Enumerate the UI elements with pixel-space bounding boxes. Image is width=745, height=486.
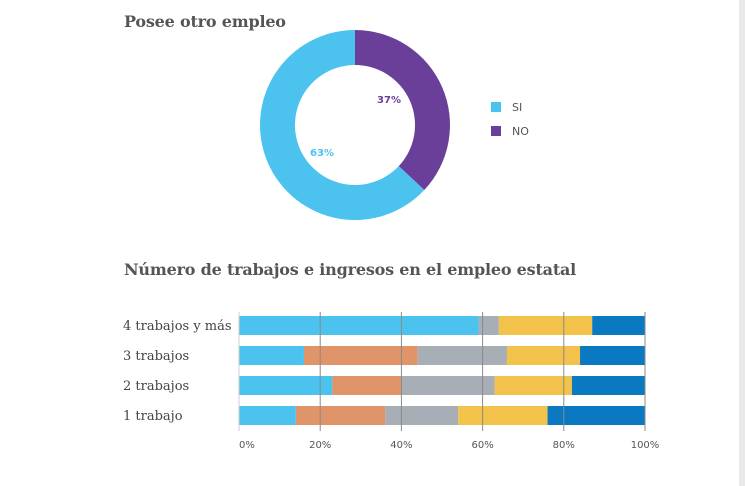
- bar-segment: [332, 376, 402, 395]
- scrollbar-edge: [739, 0, 745, 486]
- x-tick-label: 100%: [631, 440, 660, 451]
- x-tick-label: 20%: [309, 440, 331, 451]
- bar-segment: [401, 376, 495, 395]
- legend-swatch-si: [491, 102, 501, 112]
- bar-segment: [547, 406, 645, 425]
- bar-segment: [478, 316, 499, 335]
- bar-segment: [239, 316, 479, 335]
- donut-slice-si: [260, 30, 425, 221]
- donut-slice-no: [355, 30, 450, 191]
- category-label: 2 trabajos: [123, 379, 189, 394]
- donut-label-no: 37%: [377, 95, 401, 106]
- bar-segment: [498, 316, 593, 335]
- x-tick-label: 80%: [553, 440, 575, 451]
- bar-segment: [295, 406, 386, 425]
- bar-segment: [239, 346, 304, 365]
- x-tick-label: 0%: [239, 440, 255, 451]
- donut-label-si: 63%: [310, 148, 334, 159]
- legend-label-no: NO: [512, 125, 529, 138]
- legend-swatch-no: [491, 126, 501, 136]
- bar-segment: [239, 406, 296, 425]
- bar-segment: [458, 406, 548, 425]
- category-label: 1 trabajo: [123, 409, 183, 424]
- bar-segment: [580, 346, 645, 365]
- bar-segment: [506, 346, 581, 365]
- category-label: 4 trabajos y más: [123, 319, 232, 334]
- bar-segment: [592, 316, 645, 335]
- bar-segment: [385, 406, 459, 425]
- legend-label-si: SI: [512, 101, 522, 114]
- x-tick-label: 60%: [471, 440, 493, 451]
- bar-segment: [303, 346, 418, 365]
- bar-chart-title: Número de trabajos e ingresos en el empl…: [124, 260, 577, 279]
- donut-chart-title: Posee otro empleo: [124, 12, 286, 31]
- category-label: 3 trabajos: [123, 349, 189, 364]
- x-tick-label: 40%: [390, 440, 412, 451]
- bar-segment: [494, 376, 572, 395]
- bar-segment: [417, 346, 507, 365]
- bar-segment: [571, 376, 645, 395]
- bar-segment: [239, 376, 333, 395]
